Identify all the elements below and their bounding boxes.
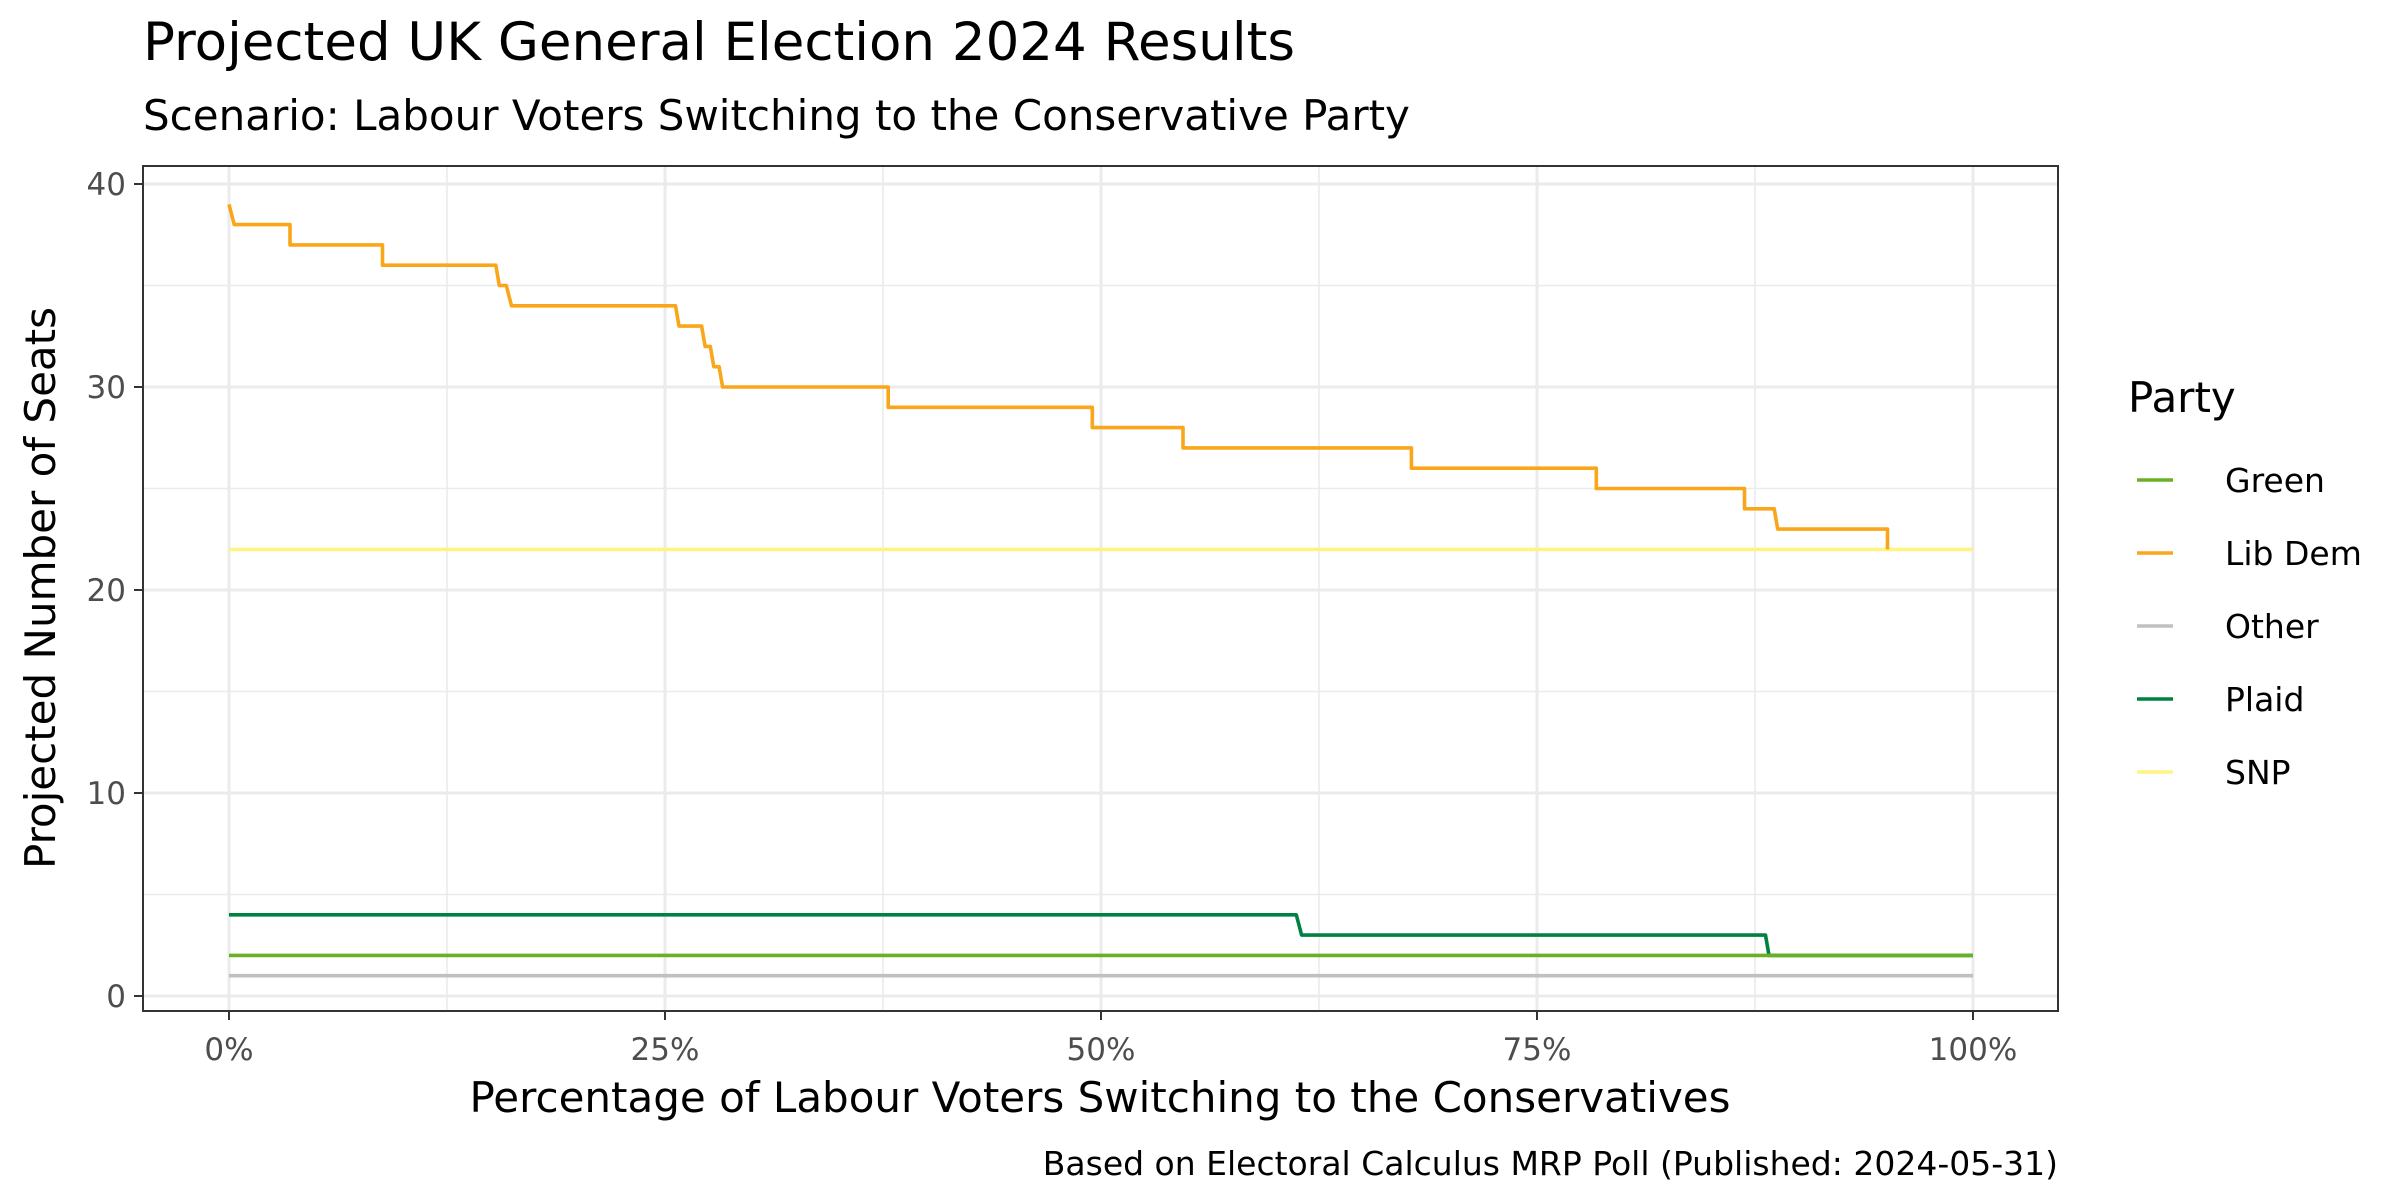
- legend-label-other: Other: [2225, 607, 2319, 646]
- x-tick-label: 0%: [204, 1032, 253, 1068]
- y-tick-label: 10: [87, 776, 126, 812]
- x-axis: 0% 25% 50% 75% 100%: [204, 1011, 2017, 1068]
- legend-label-green: Green: [2225, 461, 2325, 500]
- legend: Party Green Lib Dem Other Plaid SNP: [2128, 373, 2362, 792]
- y-tick-label: 20: [87, 573, 126, 609]
- series-line-lib-dem: [227, 203, 1890, 550]
- legend-label-plaid: Plaid: [2225, 680, 2304, 719]
- y-tick-label: 30: [87, 370, 126, 406]
- gridlines: [143, 166, 2058, 1011]
- chart-title: Projected UK General Election 2024 Resul…: [143, 12, 1295, 73]
- y-axis-title: Projected Number of Seats: [16, 307, 65, 869]
- x-tick-label: 25%: [631, 1032, 700, 1068]
- legend-label-lib-dem: Lib Dem: [2225, 534, 2362, 573]
- y-tick-label: 0: [106, 979, 126, 1015]
- legend-items: Green Lib Dem Other Plaid SNP: [2137, 461, 2362, 792]
- x-tick-label: 100%: [1929, 1032, 2018, 1068]
- chart-caption: Based on Electoral Calculus MRP Poll (Pu…: [1043, 1144, 2058, 1183]
- chart-subtitle: Scenario: Labour Voters Switching to the…: [143, 91, 1410, 140]
- series-lines: [227, 203, 1973, 978]
- y-tick-label: 40: [87, 167, 126, 203]
- x-tick-label: 75%: [1503, 1032, 1572, 1068]
- x-axis-title: Percentage of Labour Voters Switching to…: [469, 1073, 1730, 1122]
- y-axis: 0 10 20 30 40: [87, 167, 143, 1015]
- plot-panel: [142, 165, 2059, 1012]
- legend-title: Party: [2128, 373, 2236, 422]
- legend-label-snp: SNP: [2225, 753, 2291, 792]
- x-tick-label: 50%: [1067, 1032, 1136, 1068]
